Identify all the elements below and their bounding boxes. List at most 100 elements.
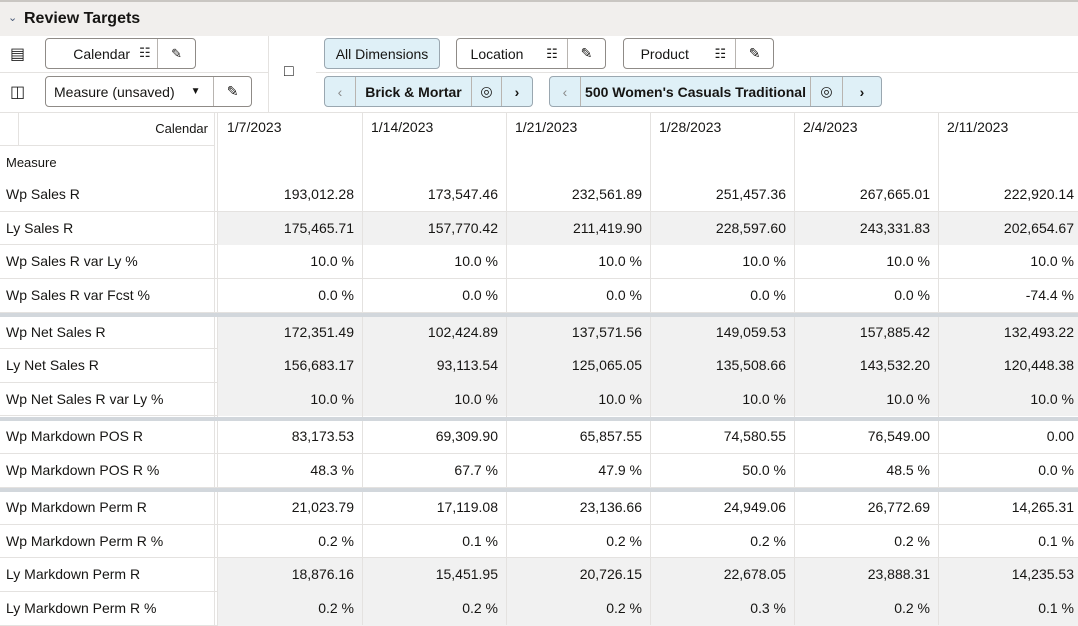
data-cell[interactable]: 120,448.38 bbox=[1003, 357, 1074, 373]
data-cell[interactable]: 48.3 % bbox=[310, 462, 354, 478]
data-cell[interactable]: 10.0 % bbox=[454, 253, 498, 269]
data-cell[interactable]: 14,235.53 bbox=[1011, 566, 1074, 582]
hierarchy-icon[interactable]: ☷ bbox=[714, 45, 727, 61]
data-cell[interactable]: 0.2 % bbox=[606, 533, 642, 549]
data-cell[interactable]: 15,451.95 bbox=[435, 566, 498, 582]
data-cell[interactable]: 0.2 % bbox=[750, 533, 786, 549]
data-cell[interactable]: -74.4 % bbox=[1025, 287, 1074, 303]
data-cell[interactable]: 137,571.56 bbox=[571, 324, 642, 340]
pivot-icon[interactable]: □ bbox=[284, 63, 294, 80]
column-header[interactable]: 1/14/2023 bbox=[371, 119, 434, 135]
calendar-label[interactable]: Calendar bbox=[73, 45, 131, 62]
location-value[interactable]: Brick & Mortar bbox=[355, 77, 471, 106]
row-label[interactable]: Wp Net Sales R var Ly % bbox=[6, 391, 164, 407]
data-cell[interactable]: 24,949.06 bbox=[723, 499, 786, 515]
row-label[interactable]: Wp Net Sales R bbox=[6, 324, 106, 340]
edit-icon[interactable]: ✎ bbox=[213, 77, 251, 106]
row-label[interactable]: Wp Markdown Perm R % bbox=[6, 533, 164, 549]
data-cell[interactable]: 0.0 % bbox=[462, 287, 498, 303]
calendar-dimension-chip[interactable]: Calendar ✎ bbox=[45, 38, 196, 69]
data-cell[interactable]: 10.0 % bbox=[886, 391, 930, 407]
data-cell[interactable]: 67.7 % bbox=[454, 462, 498, 478]
data-cell[interactable]: 26,772.69 bbox=[867, 499, 930, 515]
data-cell[interactable]: 157,770.42 bbox=[427, 220, 498, 236]
data-cell[interactable]: 232,561.89 bbox=[571, 186, 642, 202]
column-header[interactable]: 1/21/2023 bbox=[515, 119, 578, 135]
edit-icon[interactable]: ✎ bbox=[567, 39, 605, 68]
data-cell[interactable]: 10.0 % bbox=[454, 391, 498, 407]
data-cell[interactable]: 23,888.31 bbox=[867, 566, 930, 582]
target-icon[interactable]: ◎ bbox=[471, 77, 501, 106]
data-cell[interactable]: 222,920.14 bbox=[1003, 186, 1074, 202]
data-cell[interactable]: 211,419.90 bbox=[572, 220, 642, 236]
chevron-left-icon[interactable]: ‹ bbox=[337, 83, 343, 100]
data-cell[interactable]: 0.2 % bbox=[318, 533, 354, 549]
chevron-left-icon[interactable]: ‹ bbox=[562, 83, 568, 100]
edit-icon[interactable]: ✎ bbox=[735, 39, 773, 68]
data-cell[interactable]: 76,549.00 bbox=[867, 428, 930, 444]
data-cell[interactable]: 202,654.67 bbox=[1003, 220, 1074, 236]
data-cell[interactable]: 149,059.53 bbox=[715, 324, 786, 340]
data-cell[interactable]: 10.0 % bbox=[598, 391, 642, 407]
data-cell[interactable]: 175,465.71 bbox=[283, 220, 354, 236]
product-dimension-chip[interactable]: Product ☷ ✎ bbox=[623, 38, 774, 69]
target-icon[interactable]: ◎ bbox=[810, 77, 842, 106]
row-label[interactable]: Ly Sales R bbox=[6, 220, 74, 236]
data-cell[interactable]: 102,424.89 bbox=[427, 324, 498, 340]
data-cell[interactable]: 69,309.90 bbox=[435, 428, 498, 444]
column-header[interactable]: 1/28/2023 bbox=[659, 119, 722, 135]
data-cell[interactable]: 243,331.83 bbox=[859, 220, 930, 236]
hierarchy-icon[interactable]: ☷ bbox=[546, 45, 558, 61]
data-cell[interactable]: 251,457.36 bbox=[715, 186, 786, 202]
data-cell[interactable]: 17,119.08 bbox=[436, 499, 498, 515]
data-cell[interactable]: 10.0 % bbox=[742, 253, 786, 269]
data-cell[interactable]: 65,857.55 bbox=[579, 428, 642, 444]
data-cell[interactable]: 74,580.55 bbox=[723, 428, 786, 444]
data-cell[interactable]: 10.0 % bbox=[598, 253, 642, 269]
data-cell[interactable]: 135,508.66 bbox=[715, 357, 786, 373]
row-label[interactable]: Ly Markdown Perm R bbox=[6, 566, 141, 582]
data-cell[interactable]: 0.2 % bbox=[894, 600, 930, 616]
data-cell[interactable]: 156,683.17 bbox=[283, 357, 354, 373]
data-cell[interactable]: 47.9 % bbox=[598, 462, 642, 478]
data-cell[interactable]: 143,532.20 bbox=[859, 357, 930, 373]
data-cell[interactable]: 10.0 % bbox=[1030, 391, 1074, 407]
chevron-right-icon[interactable]: › bbox=[501, 77, 532, 106]
data-cell[interactable]: 22,678.05 bbox=[723, 566, 786, 582]
row-label[interactable]: Wp Sales R var Fcst % bbox=[6, 287, 150, 303]
data-cell[interactable]: 0.2 % bbox=[606, 600, 642, 616]
section-header[interactable]: ⌄ Review Targets bbox=[0, 0, 1078, 36]
data-cell[interactable]: 0.2 % bbox=[894, 533, 930, 549]
data-cell[interactable]: 228,597.60 bbox=[715, 220, 786, 236]
location-dimension-chip[interactable]: Location ☷ ✎ bbox=[456, 38, 606, 69]
data-cell[interactable]: 50.0 % bbox=[742, 462, 786, 478]
data-cell[interactable]: 10.0 % bbox=[310, 253, 354, 269]
measure-dropdown[interactable]: Measure (unsaved) ▼ ✎ bbox=[45, 76, 252, 107]
data-cell[interactable]: 157,885.42 bbox=[859, 324, 930, 340]
data-cell[interactable]: 10.0 % bbox=[1030, 253, 1074, 269]
column-header[interactable]: 2/4/2023 bbox=[803, 119, 858, 135]
hierarchy-icon[interactable]: ☷ bbox=[139, 45, 151, 60]
data-cell[interactable]: 83,173.53 bbox=[291, 428, 354, 444]
data-cell[interactable]: 20,726.15 bbox=[579, 566, 642, 582]
data-cell[interactable]: 10.0 % bbox=[310, 391, 354, 407]
data-cell[interactable]: 0.0 % bbox=[1038, 462, 1074, 478]
chevron-right-icon[interactable]: › bbox=[842, 77, 881, 106]
product-value[interactable]: 500 Women's Casuals Traditional bbox=[580, 77, 810, 106]
data-cell[interactable]: 21,023.79 bbox=[291, 499, 354, 515]
data-cell[interactable]: 0.0 % bbox=[606, 287, 642, 303]
data-cell[interactable]: 0.2 % bbox=[462, 600, 498, 616]
data-cell[interactable]: 0.00 bbox=[1046, 428, 1074, 444]
data-cell[interactable]: 132,493.22 bbox=[1003, 324, 1074, 340]
row-label[interactable]: Wp Markdown POS R % bbox=[6, 462, 160, 478]
row-label[interactable]: Wp Markdown POS R bbox=[6, 428, 143, 444]
data-cell[interactable]: 0.1 % bbox=[1038, 533, 1074, 549]
edit-icon[interactable]: ✎ bbox=[157, 39, 195, 68]
row-label[interactable]: Ly Markdown Perm R % bbox=[6, 600, 157, 616]
product-label[interactable]: Product bbox=[640, 45, 689, 62]
data-cell[interactable]: 93,113.54 bbox=[436, 357, 498, 373]
data-cell[interactable]: 267,665.01 bbox=[859, 186, 930, 202]
data-cell[interactable]: 125,065.05 bbox=[571, 357, 642, 373]
data-cell[interactable]: 18,876.16 bbox=[291, 566, 354, 582]
data-cell[interactable]: 0.0 % bbox=[750, 287, 786, 303]
